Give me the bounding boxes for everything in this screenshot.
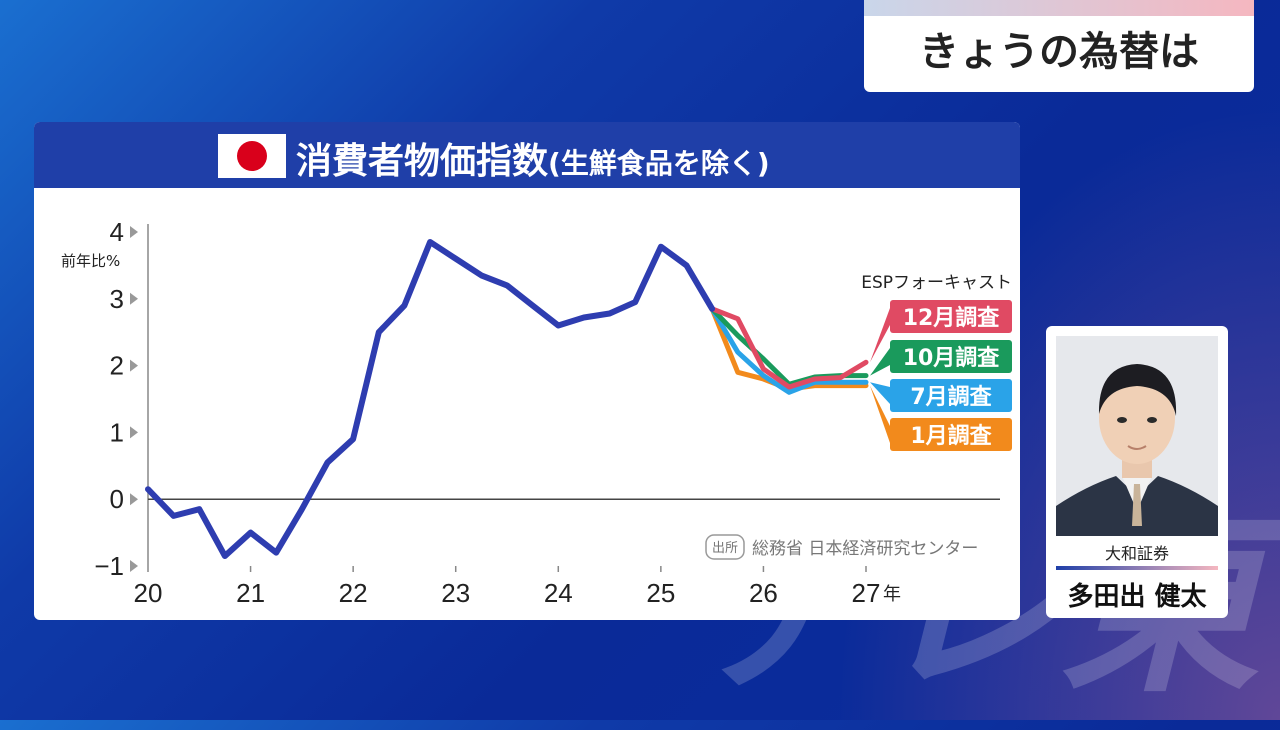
source-badge-box xyxy=(705,534,745,560)
y-tick-marker xyxy=(130,493,138,506)
analyst-card: 大和証券 多田出 健太 xyxy=(1046,326,1228,618)
chart-title-main: 消費者物価指数 xyxy=(296,141,549,182)
series-line-forecast-1 xyxy=(709,306,869,390)
y-tick-marker xyxy=(130,426,138,439)
japan-flag-icon xyxy=(218,134,286,178)
x-tick-label: 23 xyxy=(441,578,470,608)
corner-title-stripe xyxy=(864,0,1254,16)
x-tick-label: 25 xyxy=(646,578,675,608)
legend-label: 1月調査 xyxy=(910,423,992,449)
y-tick-label: 2 xyxy=(110,351,124,381)
y-axis-label: 前年比% xyxy=(61,252,120,270)
chart-subtitle: (生鮮食品を除く) xyxy=(548,147,770,180)
legend-pointer xyxy=(870,308,890,363)
series-line-forecast-3 xyxy=(709,306,869,395)
corner-title-box: きょうの為替は xyxy=(864,0,1254,92)
y-tick-marker xyxy=(130,292,138,305)
y-tick-marker xyxy=(130,226,138,238)
analyst-name-rule xyxy=(1056,566,1218,570)
legend-box xyxy=(890,379,1012,412)
corner-title: きょうの為替は xyxy=(919,29,1199,75)
series-line-actual xyxy=(145,239,716,559)
legend-box xyxy=(890,340,1012,373)
source-text: 総務省 日本経済研究センター xyxy=(752,539,978,559)
legend-box xyxy=(890,300,1012,333)
analyst-name: 多田出 健太 xyxy=(1067,582,1207,612)
x-axis-unit-label: 年 xyxy=(883,584,901,605)
x-tick-label: 27 xyxy=(852,578,881,608)
legend-pointer xyxy=(870,348,890,376)
chart-panel: 消費者物価指数(生鮮食品を除く) 4 3 2 1 0 −1 前年比% 20 21 22 23 24 25… xyxy=(34,122,1020,620)
x-tick-label: 24 xyxy=(544,578,573,608)
legend-box xyxy=(890,418,1012,451)
chart-header: 消費者物価指数(生鮮食品を除く) xyxy=(34,122,1020,188)
flag-sun xyxy=(237,141,267,171)
x-tick-label: 26 xyxy=(749,578,778,608)
y-tick-marker xyxy=(130,359,138,372)
y-tick-label: 4 xyxy=(110,217,124,247)
x-tick-label: 21 xyxy=(236,578,265,608)
y-tick-label: 0 xyxy=(110,484,124,514)
analyst-firm: 大和証券 xyxy=(1104,544,1169,563)
forecast-legend-title: ESPフォーキャスト xyxy=(861,273,1012,293)
y-tick-label: −1 xyxy=(94,551,124,581)
legend-label: 10月調査 xyxy=(903,345,1001,371)
legend-label: 7月調査 xyxy=(910,384,992,410)
legend-label: 12月調査 xyxy=(903,305,1001,331)
y-tick-marker xyxy=(130,560,138,572)
analyst-photo xyxy=(1056,336,1218,536)
source-badge-label: 出所 xyxy=(712,541,738,556)
chart-title: 消費者物価指数(生鮮食品を除く) xyxy=(296,132,770,184)
y-tick-label: 3 xyxy=(110,284,124,314)
x-tick-label: 20 xyxy=(134,578,163,608)
y-tick-label: 1 xyxy=(110,417,124,447)
x-tick-label: 22 xyxy=(339,578,368,608)
